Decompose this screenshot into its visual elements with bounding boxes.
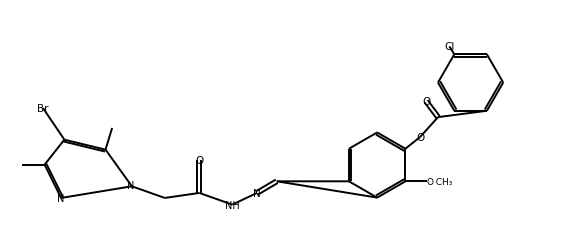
Text: N: N <box>253 188 261 198</box>
Text: O: O <box>195 155 204 165</box>
Text: N: N <box>127 180 134 190</box>
Text: Cl: Cl <box>444 42 455 52</box>
Text: O: O <box>416 132 424 142</box>
Text: NH: NH <box>225 200 240 210</box>
Text: O CH₃: O CH₃ <box>427 177 452 186</box>
Text: O: O <box>422 97 430 107</box>
Text: N: N <box>57 193 65 203</box>
Text: Br: Br <box>37 104 49 114</box>
